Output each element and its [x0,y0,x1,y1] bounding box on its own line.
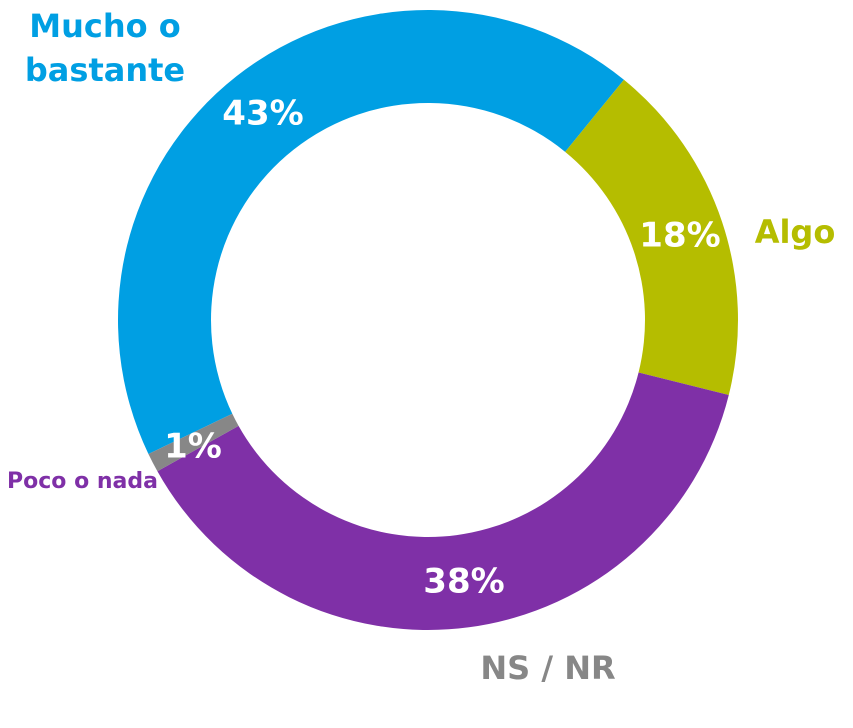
donut-segment [118,10,624,454]
value-label: 38% [423,562,504,602]
donut-segment [148,413,239,472]
value-label: 1% [164,427,222,467]
category-label: Mucho o bastante [24,7,186,89]
category-label: NS / NR [480,649,616,687]
value-label: 43% [222,94,303,134]
donut-segment [565,79,738,395]
category-label: Algo [754,213,836,251]
donut-segment [157,372,729,631]
value-label: 18% [639,216,720,256]
category-label: Poco o nada [7,469,158,494]
